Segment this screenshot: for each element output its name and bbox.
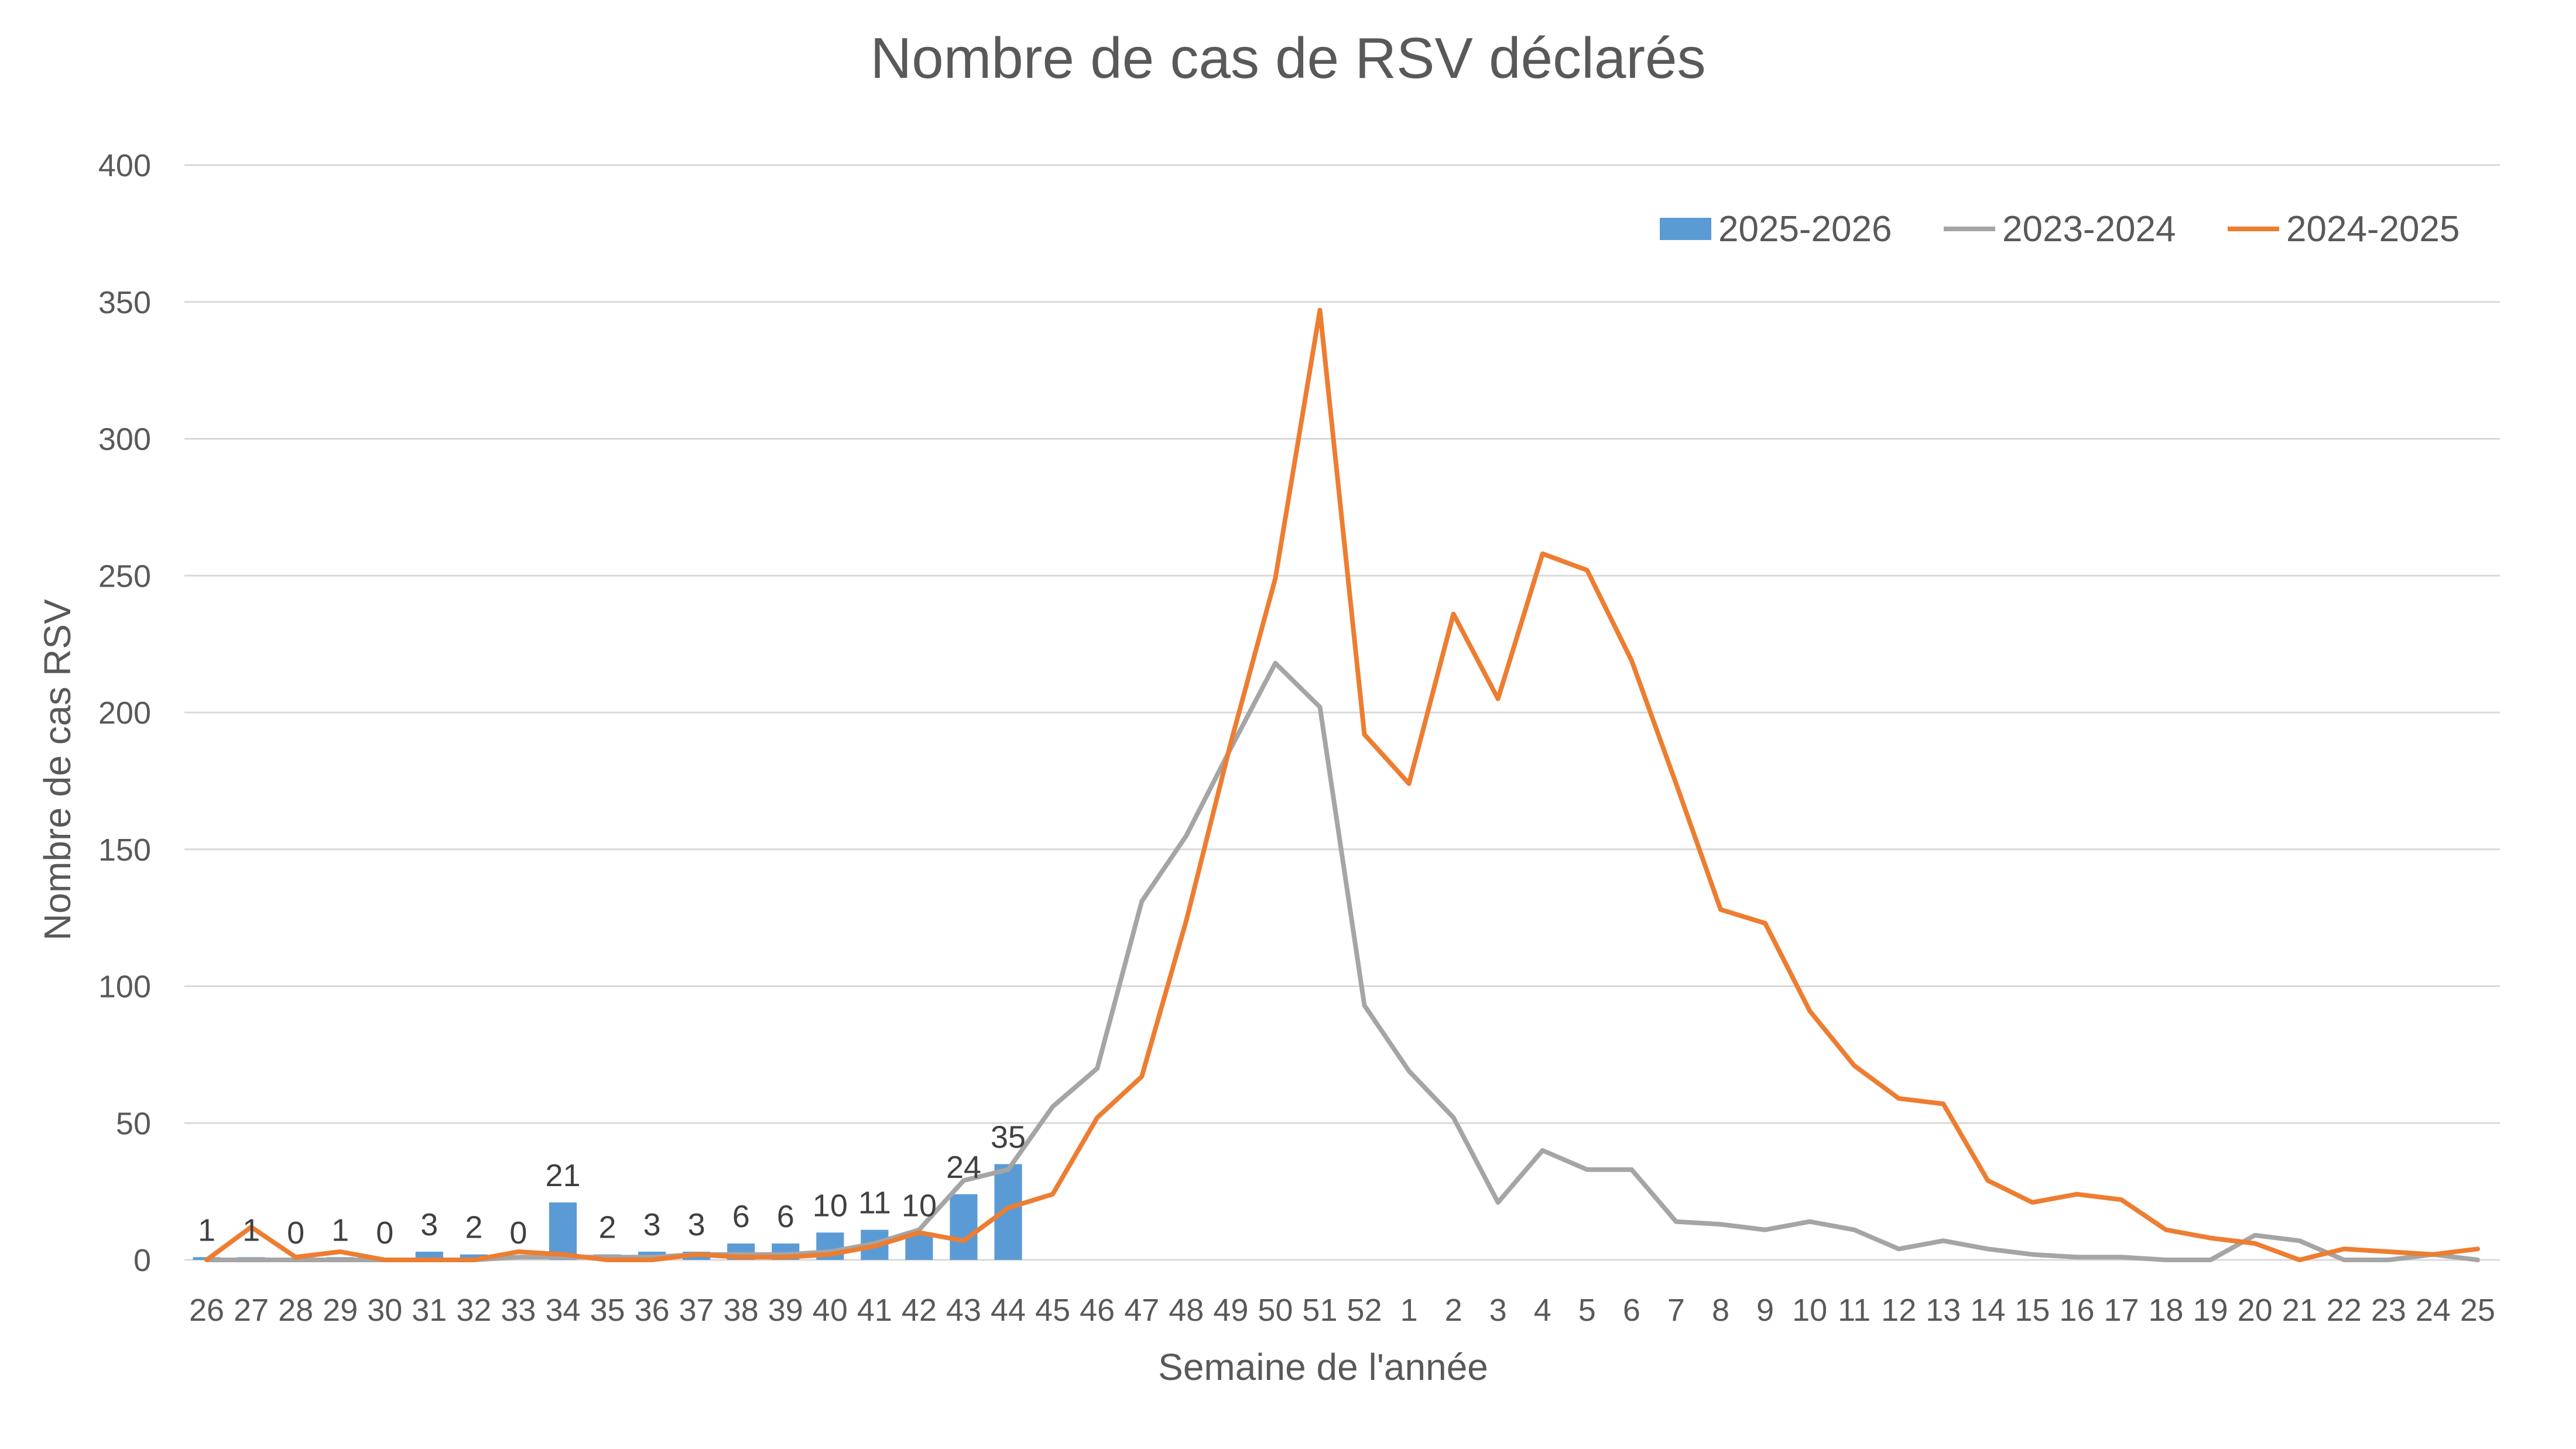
x-tick-label-19: 19	[2193, 1293, 2228, 1328]
x-tick-label-29: 29	[323, 1293, 358, 1328]
x-axis-title: Semaine de l'année	[1158, 1346, 1488, 1388]
x-tick-label-47: 47	[1124, 1293, 1159, 1328]
data-label-week-35: 2	[599, 1210, 616, 1245]
data-label-week-43: 24	[946, 1150, 981, 1185]
x-tick-label-3: 3	[1489, 1293, 1507, 1328]
data-label-week-37: 3	[688, 1207, 705, 1242]
x-tick-label-42: 42	[902, 1293, 937, 1328]
legend-label-2023-2024: 2023-2024	[2002, 209, 2176, 249]
data-label-week-44: 35	[991, 1119, 1026, 1155]
x-tick-label-46: 46	[1080, 1293, 1115, 1328]
x-tick-label-20: 20	[2238, 1293, 2273, 1328]
x-tick-label-51: 51	[1302, 1293, 1337, 1328]
y-tick-label-250: 250	[98, 559, 151, 594]
x-tick-label-44: 44	[991, 1293, 1026, 1328]
x-tick-label-36: 36	[635, 1293, 670, 1328]
data-label-week-40: 10	[813, 1188, 848, 1223]
legend-label-2025-2026: 2025-2026	[1718, 209, 1892, 249]
x-tick-label-38: 38	[724, 1293, 759, 1328]
x-tick-label-23: 23	[2371, 1293, 2406, 1328]
x-tick-label-13: 13	[1926, 1293, 1961, 1328]
legend: 2025-2026 2023-2024 2024-2025	[1660, 209, 2460, 249]
data-label-week-29: 1	[331, 1212, 349, 1248]
data-label-week-31: 3	[420, 1207, 438, 1242]
x-tick-label-16: 16	[2059, 1293, 2094, 1328]
y-tick-label-350: 350	[98, 285, 151, 320]
x-tick-label-22: 22	[2327, 1293, 2362, 1328]
x-tick-label-11: 11	[1838, 1293, 1871, 1328]
data-label-week-26: 1	[198, 1212, 215, 1248]
x-tick-label-9: 9	[1756, 1293, 1774, 1328]
data-label-week-32: 2	[465, 1210, 482, 1245]
x-tick-label-48: 48	[1169, 1293, 1204, 1328]
data-label-week-30: 0	[376, 1215, 393, 1251]
x-tick-label-37: 37	[679, 1293, 714, 1328]
x-tick-label-1: 1	[1400, 1293, 1418, 1328]
x-tick-label-15: 15	[2015, 1293, 2050, 1328]
data-label-week-41: 11	[858, 1186, 891, 1221]
data-label-week-33: 0	[509, 1215, 527, 1251]
bar-week-43	[950, 1194, 978, 1260]
data-label-week-27: 1	[242, 1212, 260, 1248]
x-tick-label-26: 26	[189, 1293, 224, 1328]
data-label-week-34: 21	[545, 1158, 580, 1193]
x-tick-label-50: 50	[1258, 1293, 1293, 1328]
line-2024-2025	[204, 307, 2480, 1262]
x-tick-label-7: 7	[1667, 1293, 1685, 1328]
x-tick-label-18: 18	[2149, 1293, 2184, 1328]
x-tick-label-8: 8	[1712, 1293, 1729, 1328]
data-label-week-36: 3	[643, 1207, 661, 1242]
y-tick-label-0: 0	[133, 1243, 151, 1278]
x-tick-label-41: 41	[857, 1293, 892, 1328]
x-tick-label-34: 34	[545, 1293, 580, 1328]
x-tick-label-52: 52	[1347, 1293, 1382, 1328]
x-tick-label-33: 33	[501, 1293, 536, 1328]
y-tick-label-400: 400	[98, 148, 151, 183]
x-tick-label-17: 17	[2104, 1293, 2139, 1328]
x-tick-label-4: 4	[1534, 1293, 1551, 1328]
x-tick-label-2: 2	[1445, 1293, 1462, 1328]
bar-week-44	[994, 1164, 1022, 1260]
x-tick-label-30: 30	[367, 1293, 402, 1328]
x-tick-label-28: 28	[278, 1293, 313, 1328]
legend-swatch-2025-2026	[1660, 218, 1711, 240]
y-tick-label-300: 300	[98, 422, 151, 457]
x-tick-label-12: 12	[1881, 1293, 1916, 1328]
line-series-layer	[204, 307, 2480, 1262]
x-tick-label-45: 45	[1035, 1293, 1070, 1328]
data-label-week-28: 0	[287, 1215, 304, 1251]
y-tick-label-100: 100	[98, 970, 151, 1005]
data-label-week-42: 10	[902, 1188, 937, 1223]
bar-week-34	[549, 1202, 577, 1260]
y-tick-label-150: 150	[98, 833, 151, 868]
x-tick-label-40: 40	[813, 1293, 848, 1328]
x-tick-label-32: 32	[456, 1293, 491, 1328]
y-tick-label-50: 50	[116, 1106, 151, 1141]
x-tick-label-24: 24	[2416, 1293, 2451, 1328]
x-tick-label-27: 27	[234, 1293, 269, 1328]
x-tick-label-6: 6	[1623, 1293, 1640, 1328]
y-axis-title: Nombre de cas RSV	[36, 599, 78, 941]
data-label-week-38: 6	[732, 1199, 750, 1234]
gridlines	[184, 164, 2500, 1261]
x-tick-label-21: 21	[2282, 1293, 2317, 1328]
y-tick-label-200: 200	[98, 696, 151, 731]
x-tick-label-25: 25	[2460, 1293, 2495, 1328]
bar-week-32	[460, 1254, 488, 1260]
x-tick-label-31: 31	[412, 1293, 447, 1328]
x-tick-label-35: 35	[590, 1293, 625, 1328]
chart-title: Nombre de cas de RSV déclarés	[870, 26, 1705, 90]
y-axis-ticks: 0 50 100 150 200 250 300 350 400	[98, 148, 151, 1278]
x-tick-label-5: 5	[1578, 1293, 1596, 1328]
x-tick-label-10: 10	[1792, 1293, 1827, 1328]
x-axis-ticks: 26 27 28 29 30 31 32 33 34 35 36 37 38 39 40 41 42 43 44 45…	[189, 1293, 2495, 1328]
x-tick-label-14: 14	[1970, 1293, 2005, 1328]
x-tick-label-49: 49	[1213, 1293, 1248, 1328]
legend-label-2024-2025: 2024-2025	[2286, 209, 2460, 249]
x-tick-label-39: 39	[768, 1293, 803, 1328]
x-tick-label-43: 43	[946, 1293, 981, 1328]
data-label-week-39: 6	[777, 1199, 794, 1234]
